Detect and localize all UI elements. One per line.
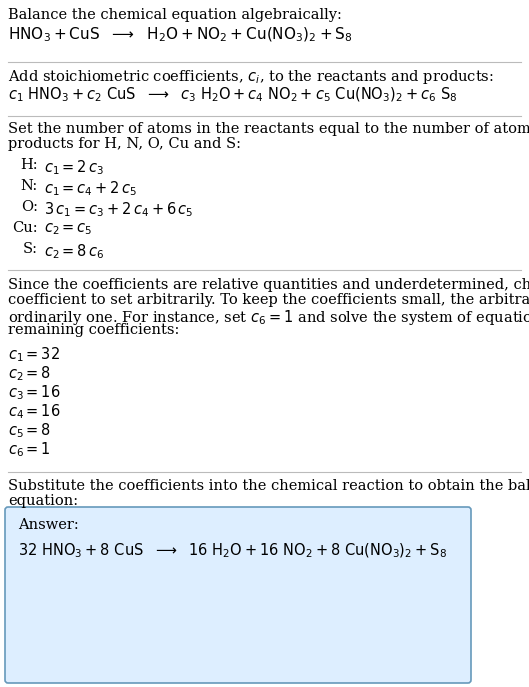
- Text: $c_1 = 2\,c_3$: $c_1 = 2\,c_3$: [44, 158, 104, 177]
- Text: O:: O:: [21, 200, 38, 214]
- Text: Set the number of atoms in the reactants equal to the number of atoms in the: Set the number of atoms in the reactants…: [8, 122, 529, 136]
- Text: $c_5 = 8$: $c_5 = 8$: [8, 421, 51, 440]
- FancyBboxPatch shape: [5, 507, 471, 683]
- Text: $c_1 = 32$: $c_1 = 32$: [8, 345, 60, 363]
- Text: $c_3 = 16$: $c_3 = 16$: [8, 383, 61, 402]
- Text: $c_2 = 8$: $c_2 = 8$: [8, 364, 51, 383]
- Text: Since the coefficients are relative quantities and underdetermined, choose a: Since the coefficients are relative quan…: [8, 278, 529, 292]
- Text: coefficient to set arbitrarily. To keep the coefficients small, the arbitrary va: coefficient to set arbitrarily. To keep …: [8, 293, 529, 307]
- Text: Answer:: Answer:: [18, 518, 79, 532]
- Text: H:: H:: [21, 158, 38, 172]
- Text: equation:: equation:: [8, 494, 78, 508]
- Text: Cu:: Cu:: [12, 221, 38, 235]
- Text: products for H, N, O, Cu and S:: products for H, N, O, Cu and S:: [8, 137, 241, 151]
- Text: $c_2 = c_5$: $c_2 = c_5$: [44, 221, 93, 237]
- Text: $3\,c_1 = c_3 + 2\,c_4 + 6\,c_5$: $3\,c_1 = c_3 + 2\,c_4 + 6\,c_5$: [44, 200, 194, 218]
- Text: remaining coefficients:: remaining coefficients:: [8, 323, 179, 337]
- Text: $c_1 = c_4 + 2\,c_5$: $c_1 = c_4 + 2\,c_5$: [44, 179, 137, 198]
- Text: $c_2 = 8\,c_6$: $c_2 = 8\,c_6$: [44, 242, 105, 260]
- Text: Add stoichiometric coefficients, $c_i$, to the reactants and products:: Add stoichiometric coefficients, $c_i$, …: [8, 68, 494, 86]
- Text: Substitute the coefficients into the chemical reaction to obtain the balanced: Substitute the coefficients into the che…: [8, 479, 529, 493]
- Text: $c_1\ \mathrm{HNO_3} + c_2\ \mathrm{CuS}\ \ \longrightarrow\ \ c_3\ \mathrm{H_2O: $c_1\ \mathrm{HNO_3} + c_2\ \mathrm{CuS}…: [8, 86, 458, 104]
- Text: N:: N:: [21, 179, 38, 193]
- Text: $c_4 = 16$: $c_4 = 16$: [8, 402, 61, 420]
- Text: Balance the chemical equation algebraically:: Balance the chemical equation algebraica…: [8, 8, 342, 22]
- Text: $\mathrm{HNO_3 + CuS \ \ \longrightarrow \ \ H_2O + NO_2 + Cu(NO_3)_2 + S_8}$: $\mathrm{HNO_3 + CuS \ \ \longrightarrow…: [8, 26, 353, 45]
- Text: ordinarily one. For instance, set $c_6 = 1$ and solve the system of equations fo: ordinarily one. For instance, set $c_6 =…: [8, 308, 529, 327]
- Text: $32\ \mathrm{HNO_3} + 8\ \mathrm{CuS}\ \ \longrightarrow\ \ 16\ \mathrm{H_2O} + : $32\ \mathrm{HNO_3} + 8\ \mathrm{CuS}\ \…: [18, 542, 447, 561]
- Text: S:: S:: [23, 242, 38, 256]
- Text: $c_6 = 1$: $c_6 = 1$: [8, 440, 51, 459]
